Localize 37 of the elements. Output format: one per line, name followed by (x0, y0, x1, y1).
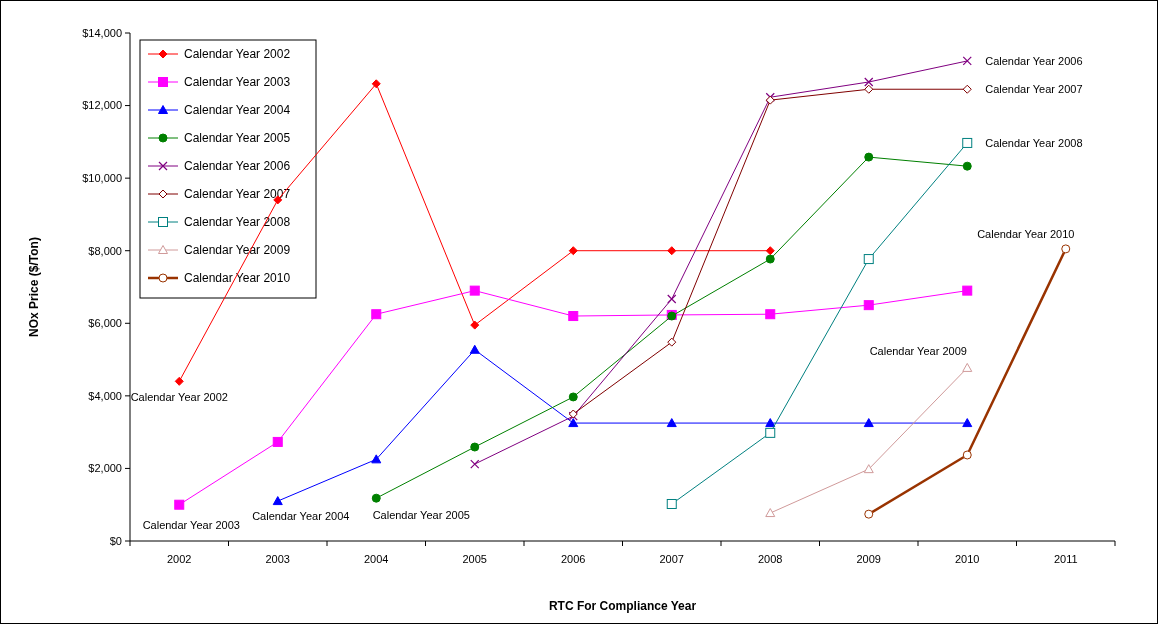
annotation: Calendar Year 2005 (372, 509, 470, 522)
y-tick-label: $8,000 (88, 244, 122, 257)
annotation: Calendar Year 2002 (130, 391, 228, 404)
y-tick-label: $4,000 (88, 389, 122, 402)
annotation: Calendar Year 2003 (142, 518, 240, 531)
x-tick-label: 2010 (955, 553, 980, 565)
y-tick-label: $2,000 (88, 462, 122, 475)
y-tick-label: $12,000 (82, 99, 122, 112)
annotation: Calendar Year 2004 (252, 510, 350, 523)
x-axis-title: RTC For Compliance Year (548, 599, 697, 613)
legend-label: Calendar Year 2006 (184, 159, 291, 174)
x-tick-label: 2011 (1053, 553, 1078, 565)
y-tick-label: $14,000 (82, 26, 122, 39)
annotation: Calendar Year 2007 (985, 83, 1083, 96)
y-axis-title: NOx Price ($/Ton) (27, 237, 41, 337)
y-tick-label: $6,000 (88, 317, 122, 330)
x-tick-label: 2002 (167, 553, 192, 565)
y-tick-label: $0 (109, 534, 122, 547)
legend-label: Calendar Year 2010 (184, 271, 291, 286)
legend-label: Calendar Year 2007 (184, 187, 291, 202)
annotation: Calendar Year 2010 (977, 227, 1075, 240)
x-tick-label: 2005 (462, 553, 487, 565)
y-tick-label: $10,000 (82, 171, 122, 184)
x-tick-label: 2009 (856, 553, 881, 565)
legend-label: Calendar Year 2003 (184, 75, 291, 90)
legend-label: Calendar Year 2004 (184, 103, 291, 118)
legend-label: Calendar Year 2008 (184, 215, 291, 230)
x-tick-label: 2004 (364, 553, 389, 565)
annotation: Calendar Year 2006 (985, 54, 1083, 67)
x-tick-label: 2007 (659, 553, 684, 565)
x-tick-label: 2006 (561, 553, 586, 565)
legend-label: Calendar Year 2005 (184, 131, 291, 146)
legend-label: Calendar Year 2002 (184, 47, 291, 62)
annotation: Calendar Year 2008 (985, 136, 1083, 149)
x-tick-label: 2003 (265, 553, 290, 565)
annotation: Calendar Year 2009 (869, 344, 967, 357)
x-tick-label: 2008 (758, 553, 783, 565)
